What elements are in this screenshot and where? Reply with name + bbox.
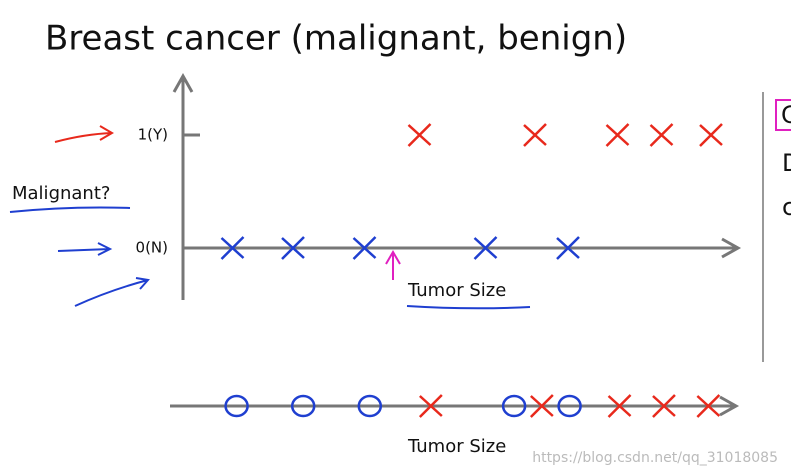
side-fragment: D <box>782 149 791 177</box>
circle-marker <box>290 394 316 418</box>
blue-arrow <box>74 277 150 307</box>
side-fragment: C <box>781 101 791 129</box>
cross-marker <box>418 394 443 418</box>
cross-marker <box>605 123 630 147</box>
cross-marker <box>556 236 580 260</box>
cross-marker <box>649 123 674 147</box>
y-axis-arrow <box>172 72 194 93</box>
cross-marker <box>696 394 721 418</box>
cross-marker <box>529 394 554 418</box>
y-tick-label: 1(Y) <box>138 126 168 144</box>
highlight-box <box>775 99 791 131</box>
cross-marker <box>281 236 305 260</box>
side-fragment: c <box>782 193 791 221</box>
red-arrow <box>54 125 114 143</box>
x-axis-arrow <box>719 395 740 417</box>
cross-marker <box>607 394 632 418</box>
cross-marker <box>407 123 432 147</box>
cross-marker <box>473 236 498 260</box>
magenta-arrow <box>385 250 401 280</box>
cross-marker <box>220 236 245 260</box>
watermark: https://blog.csdn.net/qq_31018085 <box>532 450 778 466</box>
cross-marker <box>699 123 723 147</box>
underline <box>406 305 531 310</box>
x-axis-label: Tumor Size <box>407 280 506 301</box>
circle-marker <box>357 394 383 418</box>
cross-marker <box>652 394 676 418</box>
slide-title: Breast cancer (malignant, benign) <box>45 19 627 59</box>
blue-arrow <box>57 242 113 256</box>
cross-marker <box>523 123 547 147</box>
underline <box>9 206 131 213</box>
cross-marker <box>352 236 377 260</box>
y-tick-label: 0(N) <box>136 239 168 257</box>
x-axis-label: Tumor Size <box>407 436 506 457</box>
x-axis-arrow <box>721 237 742 259</box>
circle-marker <box>557 394 582 418</box>
circle-marker <box>501 394 527 418</box>
y-axis-label: Malignant? <box>12 183 110 204</box>
circle-marker <box>224 394 249 418</box>
